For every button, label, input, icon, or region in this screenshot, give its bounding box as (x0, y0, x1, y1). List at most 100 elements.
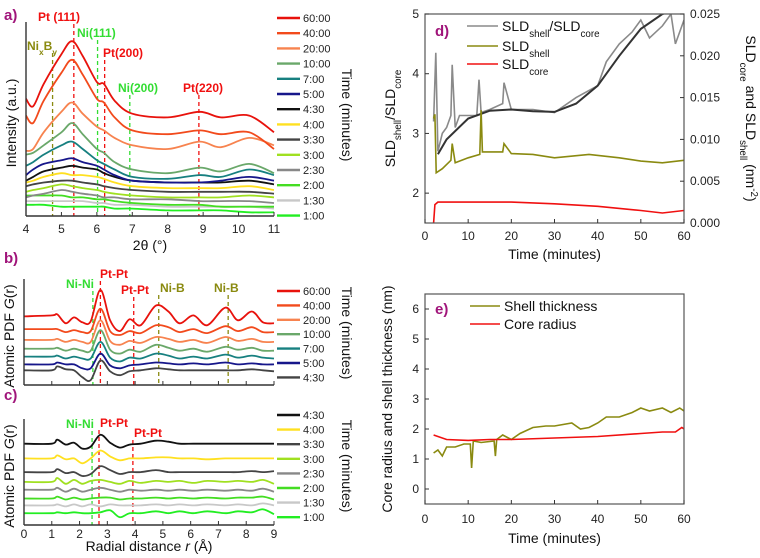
series-line-3:30 (23, 465, 275, 477)
series-line-60:00 (23, 288, 275, 332)
series-line (433, 407, 684, 469)
y-tick-label: 2 (412, 186, 419, 200)
y-tick-label: 5 (412, 332, 419, 346)
y2-axis-label: SLDcore and SLDshell (nm-2) (738, 35, 760, 201)
legend-label: 4:30 (303, 104, 324, 116)
y-tick-label: 3 (412, 126, 419, 140)
x-tick-label: 9 (200, 222, 207, 236)
peak-marker-label: Pt(220) (183, 81, 223, 95)
legend-label: 40:00 (303, 28, 331, 40)
panel-label: e) (435, 301, 448, 318)
series-line-2:00 (23, 495, 275, 501)
legend-title: Time (minutes) (339, 287, 355, 380)
legend-label: SLDshell/SLDcore (502, 18, 600, 40)
series-line-1:00 (23, 508, 275, 519)
series-line-2:30 (23, 486, 275, 493)
legend-label: 7:00 (303, 344, 324, 356)
x-tick-label: 0 (21, 527, 28, 541)
y-tick-label: 0 (412, 482, 419, 496)
legend-label: 4:30 (303, 410, 324, 422)
legend-label: 10:00 (303, 329, 331, 341)
x-tick-label: 30 (548, 512, 562, 526)
y-tick-label: 2 (412, 422, 419, 436)
series-line-3:00 (23, 477, 275, 485)
x-tick-label: 6 (187, 527, 194, 541)
series-line-5:00 (23, 352, 275, 371)
peak-marker-label: Pt-Pt (100, 267, 128, 281)
series-line-3:00 (25, 183, 275, 199)
legend-label: 40:00 (303, 300, 331, 312)
y-tick-label: 4 (412, 67, 419, 81)
x-tick-label: 50 (634, 512, 648, 526)
y-axis-label: SLDshell/SLDcore (382, 69, 404, 167)
series-line-2:30 (25, 189, 275, 204)
legend-label: 4:30 (303, 372, 324, 384)
chart-panel-d (424, 13, 685, 224)
x-tick-label: 8 (164, 222, 171, 236)
x-tick-label: 30 (548, 229, 562, 243)
legend-label: Shell thickness (504, 298, 597, 314)
legend-label: SLDcore (502, 56, 549, 78)
peak-marker-label: Pt-Pt (134, 426, 162, 440)
series-line-4:30 (25, 164, 275, 186)
y-axis-label: Atomic PDF G(r) (1, 284, 17, 387)
x-tick-label: 20 (505, 512, 519, 526)
legend-label: 10:00 (303, 59, 331, 71)
x-axis-label: Radial distance r (Å) (86, 538, 213, 554)
x-tick-label: 9 (271, 527, 278, 541)
peak-marker-label: Pt-Pt (100, 416, 128, 430)
x-tick-label: 3 (104, 527, 111, 541)
legend-label: 5:00 (303, 89, 324, 101)
legend-label: 2:00 (303, 483, 324, 495)
legend-label: 60:00 (303, 286, 331, 298)
y2-tick-label: 0.015 (690, 91, 720, 105)
y-axis-label: Intensity (a.u.) (3, 79, 19, 168)
x-tick-label: 5 (58, 222, 65, 236)
legend-label: 5:00 (303, 358, 324, 370)
x-tick-label: 50 (634, 229, 648, 243)
series-line-7:00 (25, 140, 275, 180)
x-tick-label: 7 (215, 527, 222, 541)
legend-label: 1:00 (303, 512, 324, 524)
peak-marker-label: Ni(200) (118, 81, 158, 95)
series-line-3:30 (25, 179, 275, 195)
series-line-10:00 (25, 122, 275, 175)
peak-marker-label: Ni(111) (77, 26, 116, 40)
x-tick-label: 20 (505, 229, 519, 243)
x-tick-label: 1 (48, 527, 55, 541)
x-tick-label: 6 (94, 222, 101, 236)
legend-title: Time (minutes) (339, 420, 355, 513)
y-axis-label: Atomic PDF G(r) (1, 424, 17, 527)
series-line-2:00 (26, 194, 274, 208)
x-tick-label: 40 (591, 512, 605, 526)
y-tick-label: 1 (412, 452, 419, 466)
panel-label: a) (4, 7, 17, 24)
peak-marker-label: Ni-Ni (66, 417, 94, 431)
legend-label: 3:30 (303, 439, 324, 451)
series-line-1:00 (26, 203, 275, 214)
y-tick-label: 4 (412, 362, 419, 376)
series-line (432, 201, 684, 223)
peak-marker-label: Pt (111) (38, 10, 80, 24)
series-line-5:00 (25, 157, 275, 184)
peak-marker-label: Ni-Ni (66, 277, 94, 291)
series-line (432, 110, 684, 175)
y-tick-label: 6 (412, 302, 419, 316)
x-tick-label: 0 (422, 512, 429, 526)
legend-label: 1:30 (303, 195, 324, 207)
x-tick-label: 4 (23, 222, 30, 236)
series-line-4:00 (23, 449, 274, 465)
y2-tick-label: 0.005 (690, 174, 720, 188)
series-line-7:00 (23, 341, 275, 363)
legend-label: 2:30 (303, 165, 324, 177)
x-tick-label: 10 (461, 229, 475, 243)
series-line-40:00 (25, 58, 275, 150)
panel-label: b) (4, 250, 18, 267)
series-line (433, 426, 684, 442)
x-tick-label: 60 (677, 512, 691, 526)
series-line-4:00 (25, 172, 275, 191)
legend-label: Core radius (504, 316, 576, 332)
legend-title: Time (minutes) (339, 69, 355, 162)
x-axis-label: Time (minutes) (508, 246, 601, 262)
